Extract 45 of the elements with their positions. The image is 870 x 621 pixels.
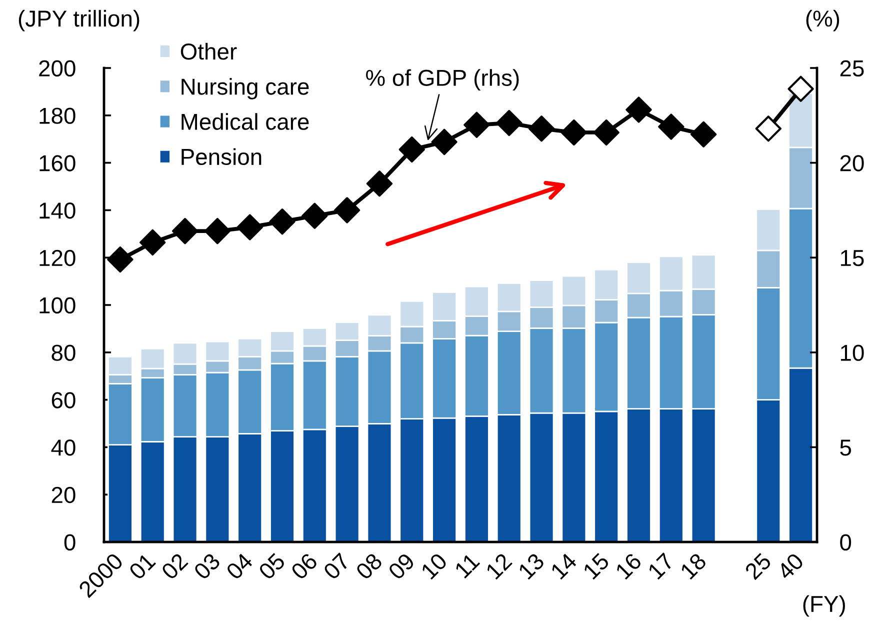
x-tick-label: 02 — [160, 552, 189, 580]
x-tick-label: 16 — [614, 552, 642, 580]
x-tick-label: 18 — [680, 552, 708, 580]
y-tick-label: 60 — [52, 392, 76, 408]
y-tick-label: 140 — [40, 202, 76, 219]
x-tick-label: 05 — [258, 552, 286, 580]
y2-tick-label: 25 — [840, 60, 864, 77]
y-tick-label: 180 — [40, 108, 76, 124]
legend-label: Pension — [182, 148, 262, 166]
y-tick-label: 20 — [52, 486, 76, 504]
x-tick-label: 17 — [647, 552, 675, 580]
series-label: % of GDP (rhs) — [366, 69, 519, 91]
x-tick-label: 25 — [744, 552, 772, 580]
x-tick-label: 03 — [192, 552, 222, 580]
x-axis-title: (FY) — [803, 595, 845, 617]
x-tick-label: 06 — [290, 552, 318, 580]
y-tick-label: 160 — [40, 155, 76, 172]
y-tick-label: 40 — [51, 440, 76, 456]
x-tick-label: 40 — [776, 552, 805, 581]
x-tick-label: 08 — [354, 552, 384, 580]
x-tick-label: 11 — [454, 552, 480, 578]
x-tick-label: 09 — [387, 552, 416, 580]
y-tick-label: 80 — [52, 344, 76, 361]
y-axis-title: (JPY trillion) — [18, 10, 140, 32]
y2-axis-title: (%) — [806, 10, 840, 32]
y2-tick-label: 5 — [840, 440, 852, 456]
legend-label: Other — [180, 42, 237, 60]
x-tick-label: 01 — [128, 552, 156, 580]
x-tick-label: 14 — [550, 552, 578, 580]
x-tick-label: 04 — [225, 552, 254, 580]
legend-label: Medical care — [182, 113, 309, 130]
x-tick-label: 12 — [485, 552, 512, 580]
y-tick-label: 120 — [40, 250, 76, 266]
y2-tick-label: 15 — [840, 250, 864, 266]
x-tick-label: 10 — [420, 552, 448, 580]
y2-tick-label: 20 — [840, 155, 864, 172]
x-tick-label: 13 — [518, 552, 546, 580]
y2-tick-label: 0 — [840, 534, 852, 551]
legend-label: Nursing care — [182, 78, 309, 100]
y-tick-label: 0 — [64, 534, 76, 551]
y2-tick-label: 10 — [840, 344, 864, 361]
y-tick-label: 200 — [39, 60, 76, 77]
x-tick-label: 15 — [582, 552, 610, 580]
y-tick-label: 100 — [40, 297, 76, 314]
x-tick-label: 07 — [322, 552, 351, 580]
